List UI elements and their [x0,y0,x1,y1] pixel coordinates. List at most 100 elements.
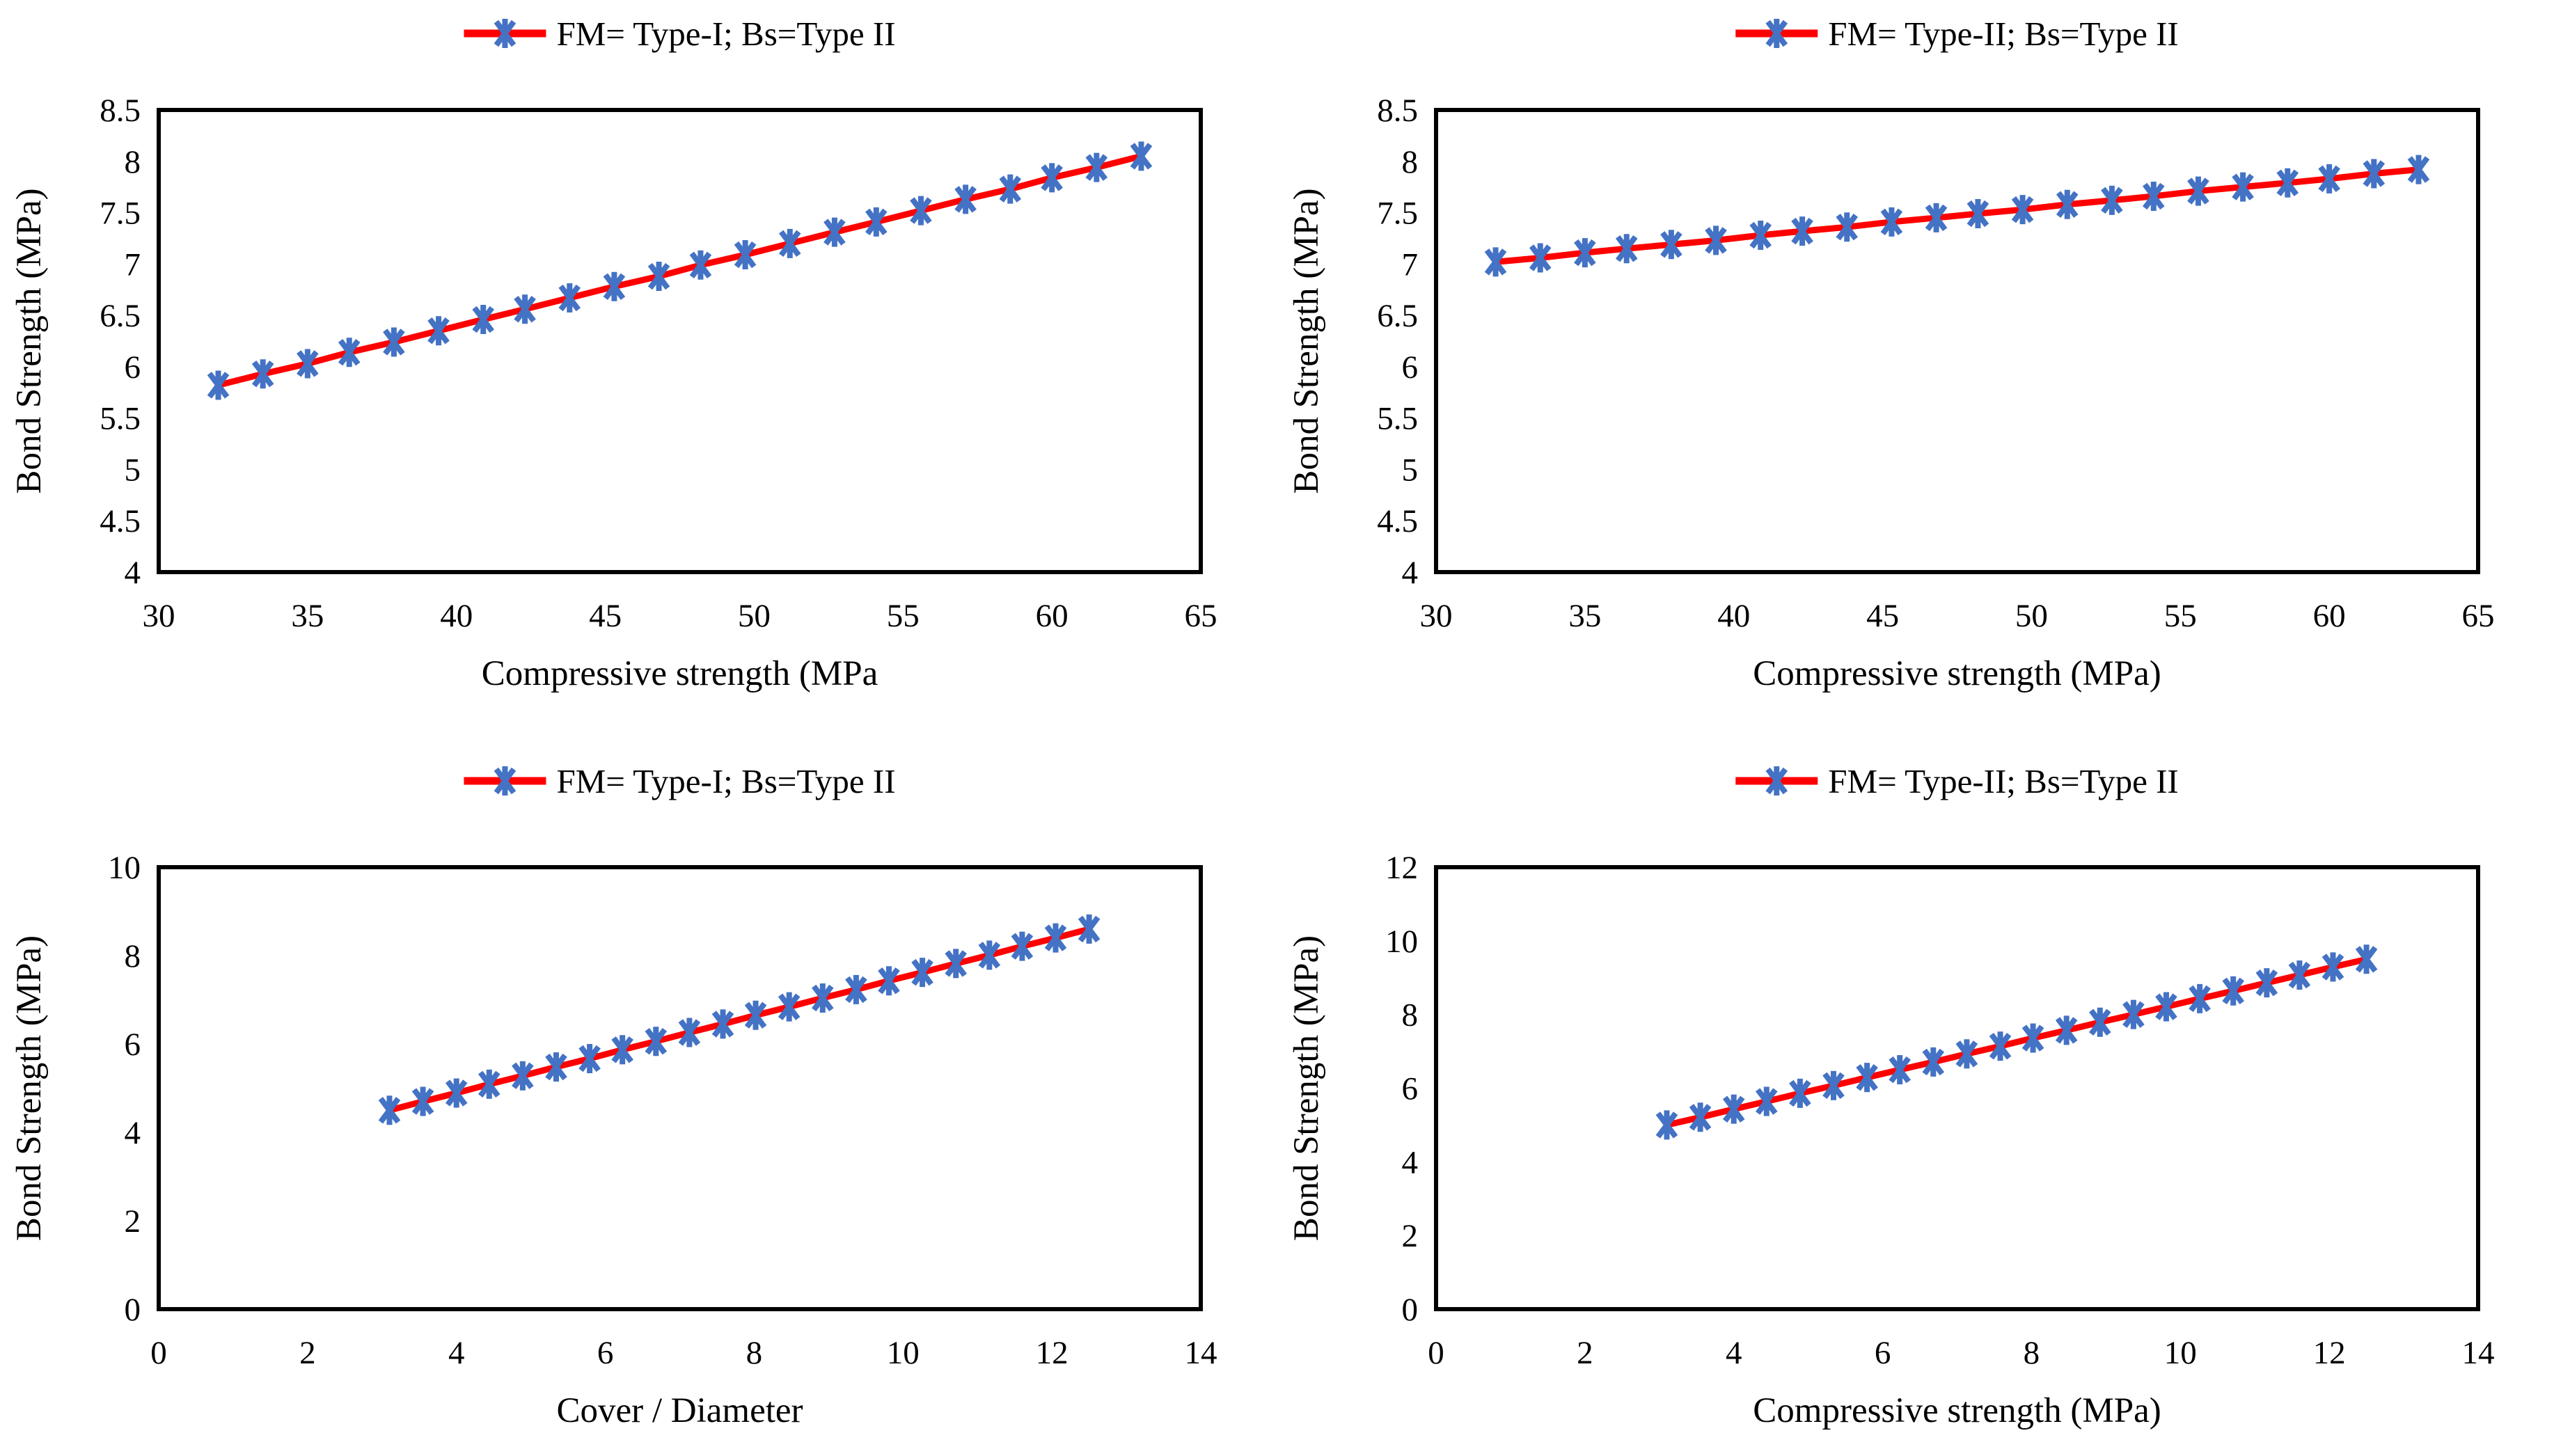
data-point-marker [734,240,757,270]
data-point-marker [251,359,274,389]
data-point-marker [207,370,230,400]
chart-panel-bottom-left: 0 2 4 6 8 10 0 2 4 6 8 10 12 14 Cover / Diameter Bond S… [0,728,1277,1456]
x-tick-label: 30 [143,598,175,634]
data-point-marker [1689,1102,1711,1132]
data-point-marker [2088,1007,2111,1037]
data-point-marker [2231,172,2254,202]
data-point-marker [778,992,801,1022]
legend-marker-icon [1765,19,1788,48]
data-point-marker [1529,243,1551,273]
data-point-marker [2154,992,2177,1022]
chart-panel-top-left: 4 4.5 5 5.5 6 6.5 7 7.5 8 8.5 30 35 40 45 50 55 60 65 Comp… [0,0,1277,728]
plot-border [1433,865,2480,1311]
series-line [1663,956,2370,1128]
data-point-marker [1880,207,1902,237]
y-axis-title: Bond Strength (MPa) [10,188,49,493]
y-tick-label: 0 [125,1292,141,1328]
x-tick-label: 14 [2461,1335,2494,1371]
series-line [1492,166,2422,265]
data-point-marker [1130,141,1153,171]
y-tick-label: 8 [125,144,141,180]
x-tick-label: 4 [448,1335,465,1371]
x-tick-label: 50 [2015,598,2047,634]
y-tick-label: 4 [1401,1144,1418,1180]
x-tick-label: 50 [738,598,771,634]
data-point-marker [1573,238,1596,268]
y-tick-label: 5.5 [1377,401,1418,437]
data-point-marker [2221,976,2244,1006]
data-point-marker [910,196,932,225]
legend-label: FM= Type-II; Bs=Type II [1828,15,2178,53]
data-point-marker [1749,221,1772,251]
y-tick-label: 6 [1401,349,1418,386]
y-tick-label: 4.5 [1377,503,1418,539]
data-point-marker [1615,234,1638,264]
y-tick-label: 8 [1401,997,1418,1034]
y-tick-label: 6 [125,349,141,386]
data-point-marker [2186,176,2209,206]
chart-svg-bottom-left: 0 2 4 6 8 10 0 2 4 6 8 10 12 14 Cover / Diameter Bond S… [10,762,1217,1430]
chart-panel-top-right: 4 4.5 5 5.5 6 6.5 7 7.5 8 8.5 30 35 40 45 50 55 60 65 Comp… [1277,0,2554,728]
y-tick-label: 4 [125,1115,141,1151]
y-tick-label: 6.5 [1377,298,1418,334]
x-tick-label: 10 [2163,1335,2196,1371]
x-tick-label: 6 [597,1335,614,1371]
data-point-marker [2011,195,2033,225]
data-point-marker [1921,1047,1944,1077]
data-point-marker [689,250,712,280]
legend: FM= Type-I; Bs=Type II [464,15,896,53]
data-point-marker [978,940,1001,970]
y-tick-label: 8.5 [100,93,141,129]
data-point-marker [472,305,495,335]
data-point-marker [1078,914,1101,944]
y-tick-label: 6 [125,1027,141,1063]
data-point-marker [1925,203,1947,232]
legend-label: FM= Type-I; Bs=Type II [556,762,895,800]
data-point-marker [2255,968,2278,998]
y-tick-label: 4.5 [100,503,141,539]
x-tick-label: 45 [589,598,622,634]
chart-svg-top-right: 4 4.5 5 5.5 6 6.5 7 7.5 8 8.5 30 35 40 45 50 55 60 65 Comp… [1287,15,2495,693]
x-tick-label: 65 [2461,598,2494,634]
series-line [215,152,1144,388]
legend: FM= Type-II; Bs=Type II [1735,762,2178,800]
legend-label: FM= Type-I; Bs=Type II [556,15,895,53]
data-point-marker [1955,1039,1978,1069]
x-tick-label: 60 [2312,598,2345,634]
x-tick-label: 30 [1419,598,1452,634]
data-point-marker [1788,1078,1811,1108]
data-point-marker [999,174,1022,204]
data-point-marker [445,1078,468,1108]
plot-border [1433,108,2480,574]
series-line [386,926,1093,1114]
data-point-marker [878,966,900,996]
plot-border [157,865,1203,1311]
x-tick-label: 40 [440,598,473,634]
data-point-marker [512,1061,534,1091]
data-point-marker [427,316,450,346]
x-tick-label: 35 [1568,598,1601,634]
data-point-marker [478,1069,500,1099]
data-point-marker [1044,923,1067,953]
data-point-marker [678,1018,701,1047]
y-tick-label: 8.5 [1377,93,1418,129]
data-point-marker [645,1027,668,1057]
data-point-marker [1041,163,1063,193]
legend: FM= Type-II; Bs=Type II [1735,15,2178,53]
data-point-marker [1755,1086,1778,1116]
y-tick-label: 0 [1401,1292,1418,1328]
data-point-marker [1484,247,1506,277]
legend-marker-icon [1765,766,1788,796]
y-tick-label: 7 [125,246,141,283]
data-point-marker [865,207,888,237]
y-tick-label: 2 [125,1203,141,1240]
y-tick-label: 7.5 [1377,196,1418,232]
y-tick-label: 8 [1401,144,1418,180]
x-tick-label: 55 [2163,598,2196,634]
data-point-marker [2276,168,2299,198]
y-axis-title: Bond Strength (MPa) [1287,935,1326,1241]
data-point-marker [603,271,626,301]
chart-svg-bottom-right: 0 2 4 6 8 10 12 0 2 4 6 8 10 12 14 Compressive strength… [1287,762,2495,1430]
data-point-marker [1790,216,1813,246]
data-point-marker [954,184,977,214]
